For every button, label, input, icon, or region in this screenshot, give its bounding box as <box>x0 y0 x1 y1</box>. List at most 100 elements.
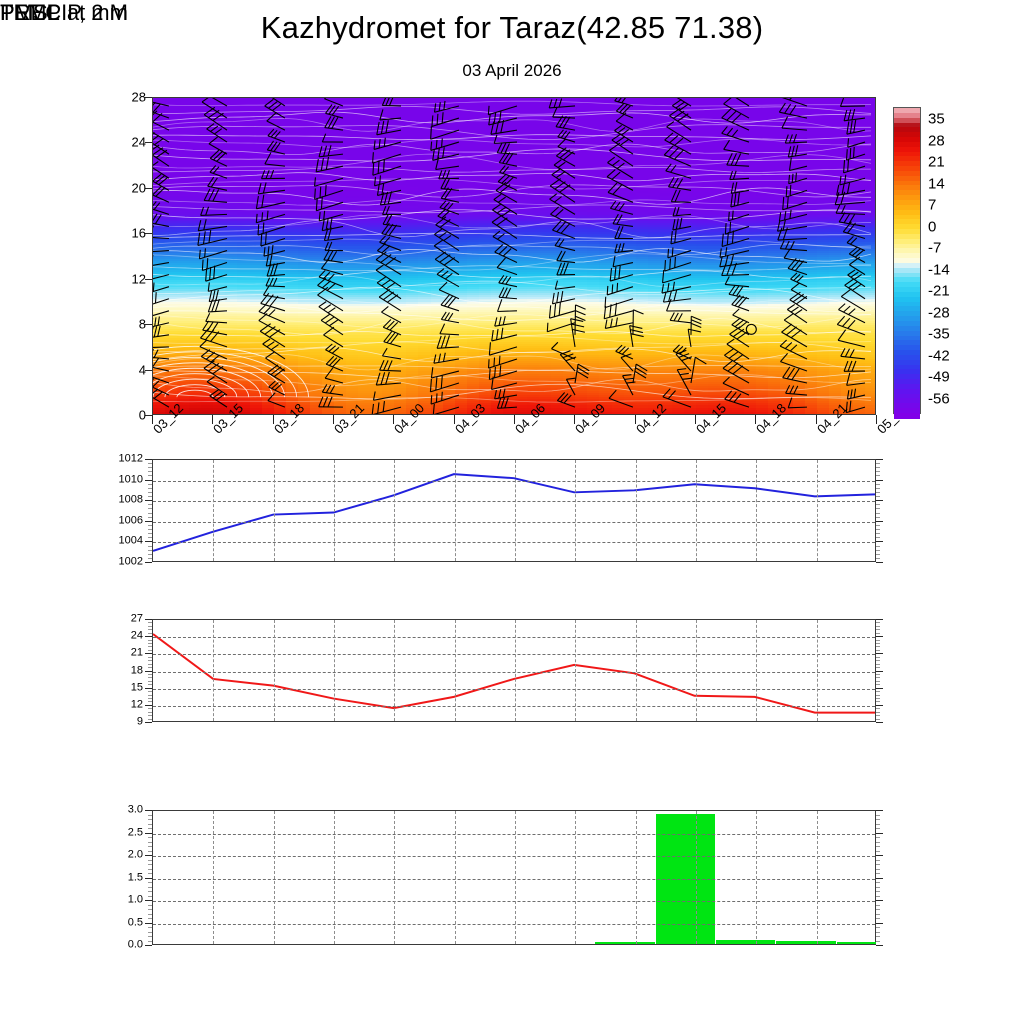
heatmap-cell <box>189 197 203 201</box>
heatmap-cell <box>189 191 203 195</box>
heatmap-cell <box>153 375 167 379</box>
heatmap-cell <box>213 269 227 273</box>
heatmap-cell <box>189 165 203 169</box>
heatmap-cell <box>225 131 239 136</box>
heatmap-cell <box>225 151 239 155</box>
heatmap-cell <box>153 157 167 161</box>
heatmap-cell <box>153 117 167 121</box>
heatmap-cell <box>213 212 227 216</box>
heatmap-cell <box>177 161 191 165</box>
heatmap-cell <box>201 100 215 104</box>
heatmap-cell <box>153 250 167 254</box>
heatmap-cell <box>165 337 179 341</box>
heatmap-cell <box>153 254 167 258</box>
heatmap-cell <box>165 326 179 331</box>
heatmap-cell <box>177 165 191 169</box>
heatmap-cell <box>165 182 179 186</box>
heatmap-cell <box>165 138 179 142</box>
heatmap-cell <box>213 358 227 362</box>
time-height-temperature-plot[interactable] <box>152 97 876 415</box>
heatmap-cell <box>213 307 227 311</box>
heatmap-cell <box>189 303 203 307</box>
heatmap-cell <box>213 261 227 265</box>
heatmap-cell <box>165 320 179 324</box>
heatmap-cell <box>189 210 203 214</box>
heatmap-cell <box>153 403 167 407</box>
heatmap-cell <box>177 305 191 309</box>
heatmap-cell <box>153 237 167 242</box>
heatmap-cell <box>213 411 227 414</box>
heatmap-cell <box>213 276 227 280</box>
heatmap-cell <box>201 377 215 381</box>
heatmap-cell <box>213 248 227 252</box>
heatmap-cell <box>189 401 203 405</box>
heatmap-cell <box>189 199 203 203</box>
heatmap-cell <box>201 180 215 184</box>
heatmap-cell <box>213 331 227 335</box>
heatmap-cell <box>177 282 191 286</box>
heatmap-cell <box>189 187 203 191</box>
heatmap-cell <box>177 151 191 155</box>
heatmap-cell <box>213 121 227 125</box>
heatmap-cell <box>165 165 179 169</box>
heatmap-cell <box>201 293 215 297</box>
heatmap-cell <box>201 140 215 144</box>
heatmap-cell <box>201 405 215 409</box>
heatmap-cell <box>165 407 179 411</box>
heatmap-cell <box>213 405 227 409</box>
heatmap-cell <box>213 396 227 401</box>
heatmap-cell <box>165 114 179 119</box>
heatmap-cell <box>153 199 167 203</box>
heatmap-cell <box>153 184 167 189</box>
heatmap-cell <box>201 409 215 413</box>
heatmap-cell <box>177 144 191 148</box>
heatmap-cell <box>213 102 227 106</box>
heatmap-cell <box>189 212 203 216</box>
heatmap-cell <box>189 411 203 414</box>
heatmap-cell <box>213 329 227 333</box>
heatmap-cell <box>177 375 191 379</box>
heatmap-cell <box>177 331 191 335</box>
heatmap-cell <box>189 394 203 398</box>
heatmap-cell <box>201 333 215 337</box>
heatmap-cell <box>177 360 191 364</box>
heatmap-cell <box>201 112 215 116</box>
heatmap-cell <box>225 148 239 152</box>
heatmap-cell <box>213 246 227 250</box>
heatmap-cell <box>213 403 227 407</box>
heatmap-cell <box>153 218 167 222</box>
heatmap-cell <box>201 216 215 220</box>
heatmap-cell <box>189 288 203 292</box>
heatmap-cell <box>165 322 179 326</box>
heatmap-cell <box>213 282 227 286</box>
heatmap-cell <box>177 407 191 411</box>
heatmap-cell <box>213 297 227 301</box>
heatmap-cell <box>165 237 179 242</box>
heatmap-cell <box>189 104 203 108</box>
heatmap-cell <box>201 212 215 216</box>
heatmap-cell <box>201 318 215 322</box>
heatmap-cell <box>153 390 167 394</box>
heatmap-cell <box>201 138 215 142</box>
heatmap-cell <box>177 155 191 159</box>
heatmap-cell <box>213 399 227 403</box>
heatmap-cell <box>213 127 227 131</box>
heatmap-cell <box>189 98 203 102</box>
heatmap-cell <box>225 142 239 146</box>
heatmap-cell <box>189 271 203 275</box>
heatmap-cell <box>153 293 167 297</box>
heatmap-cell <box>177 163 191 167</box>
heatmap-cell <box>189 231 203 235</box>
heatmap-cell <box>153 333 167 337</box>
heatmap-cell <box>213 382 227 386</box>
heatmap-cell <box>213 142 227 146</box>
heatmap-cell <box>201 271 215 275</box>
heatmap-cell <box>177 356 191 360</box>
page-subtitle: 03 April 2026 <box>462 61 562 80</box>
heatmap-cell <box>201 146 215 150</box>
heatmap-cell <box>165 197 179 201</box>
heatmap-cell <box>213 159 227 163</box>
heatmap-cell <box>201 131 215 136</box>
heatmap-cell <box>153 144 167 148</box>
heatmap-cell <box>213 379 227 384</box>
